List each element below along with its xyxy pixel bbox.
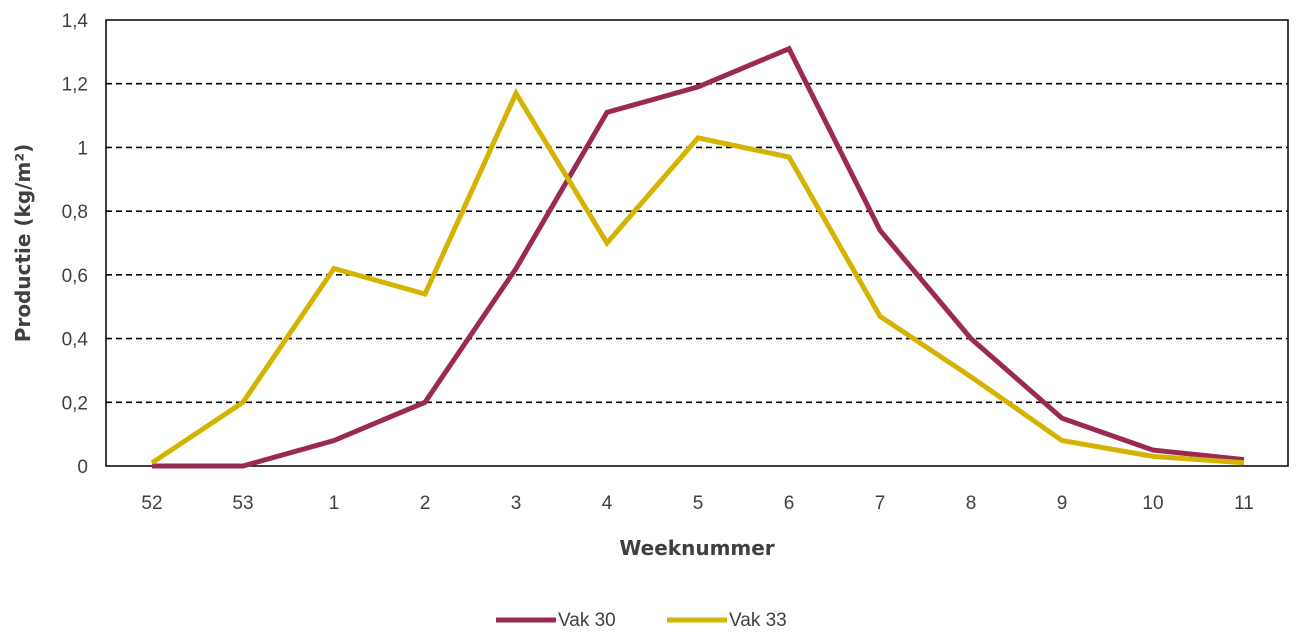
x-tick-label: 10 (1142, 493, 1163, 514)
x-tick-label: 52 (141, 493, 162, 514)
y-tick-label: 0,4 (62, 330, 89, 351)
x-tick-label: 3 (511, 493, 522, 514)
x-tick-label: 9 (1057, 493, 1068, 514)
gridlines (106, 82, 1288, 404)
y-tick-label: 1 (77, 138, 88, 159)
x-tick-label: 2 (420, 493, 431, 514)
y-tick-label: 0,6 (62, 266, 88, 287)
x-axis-title: Weeknummer (619, 536, 774, 560)
y-tick-labels: 0 0,2 0,4 0,6 0,8 1 1,2 1,4 (62, 11, 89, 478)
series-lines (150, 45, 1245, 469)
y-tick-label: 1,4 (62, 11, 89, 32)
y-axis-title: Productie (kg/m²) (11, 144, 35, 342)
legend-label: Vak 30 (558, 610, 616, 631)
plot-area-border (105, 19, 1289, 467)
legend-label: Vak 33 (729, 610, 787, 631)
x-tick-labels: 52 53 1 2 3 4 5 6 7 8 9 10 11 (141, 493, 1253, 514)
x-tick-label: 6 (784, 493, 795, 514)
y-tick-label: 1,2 (62, 75, 88, 96)
series-line-vak-33 (150, 87, 1245, 466)
x-tick-label: 5 (693, 493, 704, 514)
y-tick-label: 0,8 (62, 202, 88, 223)
x-tick-label: 1 (329, 493, 340, 514)
series-line-vak-30 (152, 45, 1245, 469)
y-tick-label: 0 (77, 457, 88, 478)
x-tick-label: 8 (966, 493, 977, 514)
x-tick-label: 53 (232, 493, 253, 514)
x-tick-label: 4 (602, 493, 613, 514)
legend: Vak 30 Vak 33 (496, 610, 787, 631)
x-tick-label: 11 (1234, 493, 1254, 514)
x-tick-label: 7 (875, 493, 886, 514)
y-tick-label: 0,2 (62, 393, 88, 414)
